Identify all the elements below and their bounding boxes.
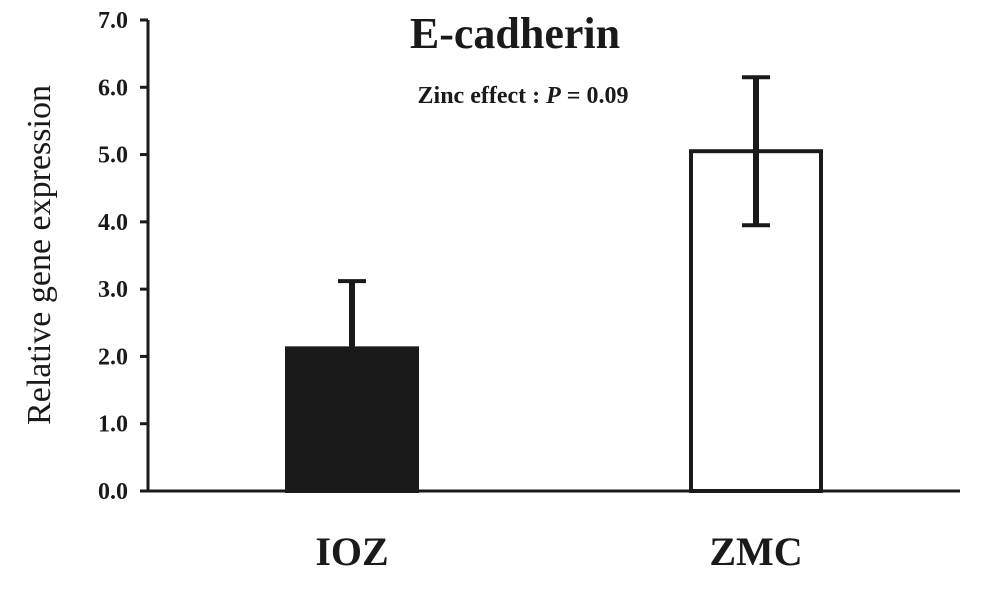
y-axis-label: Relative gene expression xyxy=(21,85,58,425)
category-label: ZMC xyxy=(709,529,802,574)
y-tick-label: 1.0 xyxy=(98,412,128,438)
y-tick-label: 3.0 xyxy=(98,277,128,303)
y-tick-label: 2.0 xyxy=(98,344,128,370)
y-ticks: 0.0 1.0 2.0 3.0 4.0 5.0 6.0 7.0 xyxy=(98,8,148,505)
y-tick-label: 6.0 xyxy=(98,75,128,101)
y-tick-label: 5.0 xyxy=(98,143,128,169)
subtitle-stat: P xyxy=(545,83,561,109)
category-labels: IOZ ZMC xyxy=(315,529,802,574)
bars xyxy=(285,75,823,493)
chart-subtitle: Zinc effect : P = 0.09 xyxy=(418,83,629,109)
y-tick-label: 7.0 xyxy=(98,8,128,34)
y-tick-label: 0.0 xyxy=(98,479,128,505)
bar-ioz xyxy=(285,346,419,493)
subtitle-prefix: Zinc effect : xyxy=(418,83,547,109)
chart-title: E-cadherin xyxy=(410,9,620,58)
y-tick-label: 4.0 xyxy=(98,210,128,236)
subtitle-suffix: = 0.09 xyxy=(561,83,629,109)
category-label: IOZ xyxy=(315,529,388,574)
